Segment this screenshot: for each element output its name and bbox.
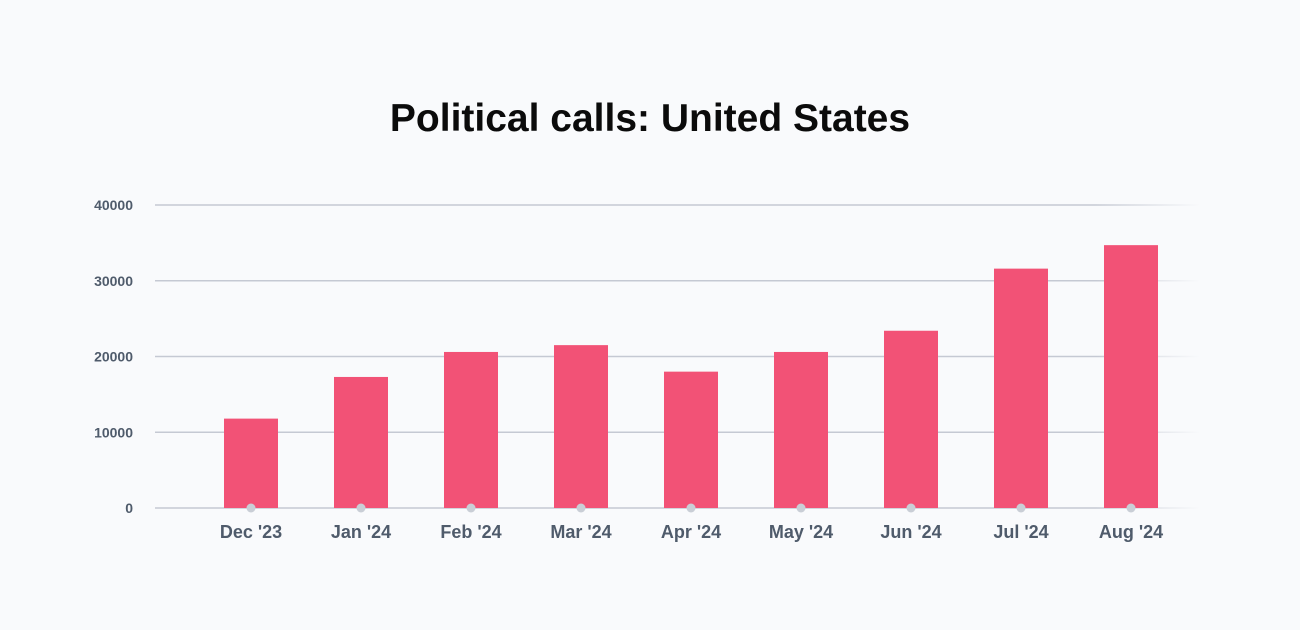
y-tick-label: 10000 [94, 424, 133, 440]
bar [664, 371, 718, 508]
y-tick-label: 30000 [94, 273, 133, 289]
x-tick-label: Apr '24 [661, 522, 721, 542]
bar [884, 330, 938, 508]
x-axis-marker [1126, 503, 1136, 513]
bar [224, 418, 278, 508]
y-tick-label: 0 [125, 500, 133, 516]
grid-line [155, 355, 1200, 358]
bar [334, 376, 388, 508]
x-tick-label: Jun '24 [880, 522, 941, 542]
y-tick-label: 40000 [94, 197, 133, 213]
bar [994, 268, 1048, 508]
x-axis-marker [686, 503, 696, 513]
x-tick-label: Aug '24 [1099, 522, 1163, 542]
y-tick-label: 20000 [94, 349, 133, 365]
x-axis-markers [246, 503, 1136, 513]
x-axis-marker [466, 503, 476, 513]
grid-line [155, 204, 1200, 206]
bar-series [224, 245, 1158, 508]
x-tick-label: Feb '24 [440, 522, 501, 542]
x-axis-marker [796, 503, 806, 513]
x-tick-label: Mar '24 [550, 522, 611, 542]
x-axis-marker [246, 503, 256, 513]
x-tick-label: Jul '24 [993, 522, 1048, 542]
x-tick-label: Jan '24 [331, 522, 391, 542]
x-tick-label: Dec '23 [220, 522, 282, 542]
grid-line [155, 280, 1200, 282]
x-axis-marker [906, 503, 916, 513]
x-axis-marker [1016, 503, 1026, 513]
x-axis-marker [356, 503, 366, 513]
x-tick-label: May '24 [769, 522, 833, 542]
bar [554, 345, 608, 508]
bar [774, 351, 828, 508]
x-axis-ticks: Dec '23 Jan '24 Feb '24 Mar '24 Apr '24 May '… [220, 522, 1163, 542]
x-axis-marker [576, 503, 586, 513]
y-axis-ticks: 0 10000 20000 30000 40000 [94, 197, 133, 516]
bar [1104, 245, 1158, 508]
chart-title: Political calls: United States [390, 97, 910, 140]
bar [444, 351, 498, 508]
